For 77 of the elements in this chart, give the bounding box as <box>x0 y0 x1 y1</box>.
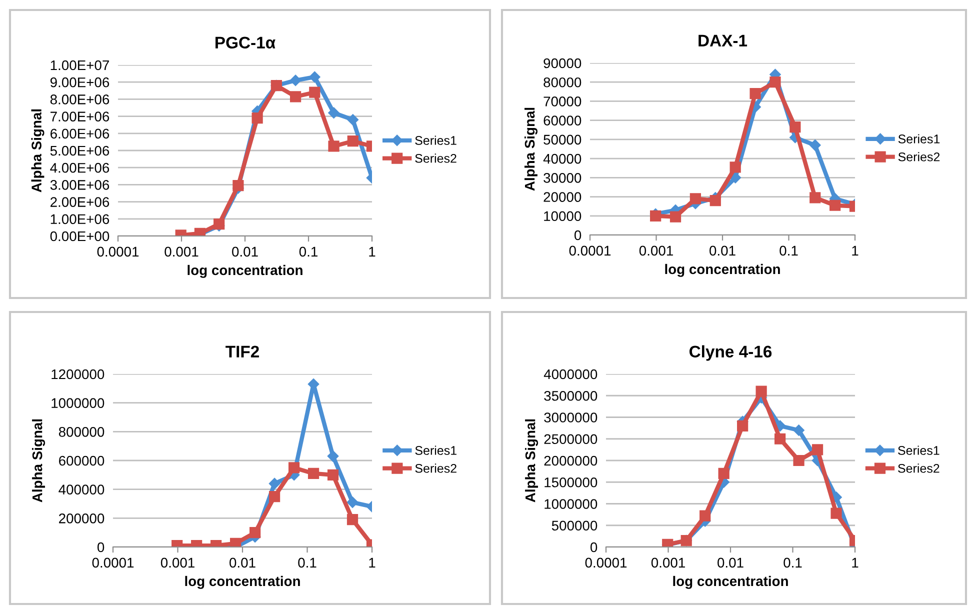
legend-label: Series2 <box>415 464 456 473</box>
y-tick-label: 60000 <box>544 116 582 126</box>
y-tick-label: 4.00E+06 <box>50 162 110 173</box>
y-tick-label: 400000 <box>58 484 104 495</box>
y-tick-label: 3.00E+06 <box>50 180 110 190</box>
chart-title: DAX-1 <box>698 34 748 46</box>
legend-label: Series1 <box>415 446 456 455</box>
y-axis-title: Alpha Signal <box>31 109 44 192</box>
y-tick-label: 2.00E+06 <box>50 197 110 207</box>
x-tick-label: 0.001 <box>651 558 685 568</box>
y-tick-label: 40000 <box>543 154 582 164</box>
x-axis-title: log concentration <box>188 264 302 278</box>
x-tick-label: 0.001 <box>160 558 194 568</box>
x-tick-label: 0.01 <box>232 246 258 257</box>
y-tick-label: 5.00E+06 <box>50 146 110 156</box>
x-tick-label: 0.01 <box>718 558 744 568</box>
x-axis-title: log concentration <box>673 576 788 589</box>
x-tick-label: 0.1 <box>299 246 318 257</box>
y-tick-label: 3500000 <box>544 390 598 401</box>
x-tick-label: 0.001 <box>164 246 198 257</box>
y-axis-title: Alpha Signal <box>525 419 538 502</box>
y-tick-label: 0 <box>590 542 598 552</box>
y-tick-label: 200000 <box>59 514 104 524</box>
y-tick-label: 0.00E+00 <box>50 231 110 242</box>
y-tick-label: 20000 <box>544 192 582 202</box>
legend-label: Series1 <box>898 446 940 455</box>
x-tick-label: 0.001 <box>639 246 673 256</box>
y-tick-label: 600000 <box>59 456 104 466</box>
y-tick-label: 1000000 <box>52 398 104 408</box>
y-tick-label: 4000000 <box>544 369 598 380</box>
x-tick-label: 0.1 <box>298 558 316 568</box>
y-tick-label: 2500000 <box>544 434 598 444</box>
legend-label: Series1 <box>415 136 456 145</box>
y-tick-label: 6.00E+06 <box>50 128 110 139</box>
legend-label: Series2 <box>898 152 940 162</box>
y-tick-label: 0 <box>574 230 582 240</box>
y-tick-label: 3000000 <box>544 412 598 422</box>
chart-title: Clyne 4-16 <box>690 345 772 361</box>
chart-title: PGC-1α <box>216 36 276 48</box>
x-tick-label: 1 <box>369 246 376 256</box>
legend-label: Series2 <box>415 154 456 163</box>
y-tick-label: 1500000 <box>544 477 598 488</box>
x-tick-label: 1 <box>369 558 376 568</box>
y-tick-label: 2000000 <box>544 456 598 466</box>
y-tick-label: 1.00E+06 <box>50 214 110 224</box>
legend-label: Series2 <box>898 464 940 473</box>
y-tick-label: 80000 <box>544 77 582 88</box>
y-tick-label: 500000 <box>552 520 598 531</box>
legend-label: Series1 <box>898 134 940 144</box>
y-axis-title: Alpha Signal <box>524 108 538 191</box>
x-tick-label: 0.0001 <box>92 558 134 568</box>
y-tick-label: 800000 <box>58 427 104 437</box>
y-tick-label: 0 <box>97 542 104 552</box>
y-tick-label: 50000 <box>544 134 582 145</box>
y-tick-label: 7.00E+06 <box>50 112 110 122</box>
y-tick-label: 8.00E+06 <box>50 94 110 104</box>
y-tick-label: 10000 <box>544 211 582 222</box>
x-tick-label: 0.0001 <box>97 246 139 257</box>
x-tick-label: 1 <box>852 558 858 568</box>
y-tick-label: 9.00E+06 <box>50 77 110 88</box>
y-tick-label: 70000 <box>544 96 582 106</box>
x-tick-label: 1 <box>852 246 858 256</box>
x-tick-label: 0.1 <box>780 246 798 256</box>
y-tick-label: 30000 <box>544 173 582 183</box>
chart-title: TIF2 <box>226 346 259 358</box>
x-tick-label: 0.0001 <box>585 558 627 568</box>
x-tick-label: 0.01 <box>710 246 736 256</box>
x-tick-label: 0.0001 <box>569 246 611 256</box>
x-axis-title: log concentration <box>185 576 300 589</box>
y-tick-label: 1200000 <box>52 369 104 380</box>
y-tick-label: 1.00E+07 <box>50 60 109 70</box>
x-axis-title: log concentration <box>665 264 780 277</box>
y-axis-title: Alpha Signal <box>32 419 46 502</box>
y-tick-label: 1000000 <box>544 499 598 509</box>
x-tick-label: 0.01 <box>230 558 256 568</box>
y-tick-label: 90000 <box>544 58 582 68</box>
x-tick-label: 0.1 <box>784 558 802 568</box>
